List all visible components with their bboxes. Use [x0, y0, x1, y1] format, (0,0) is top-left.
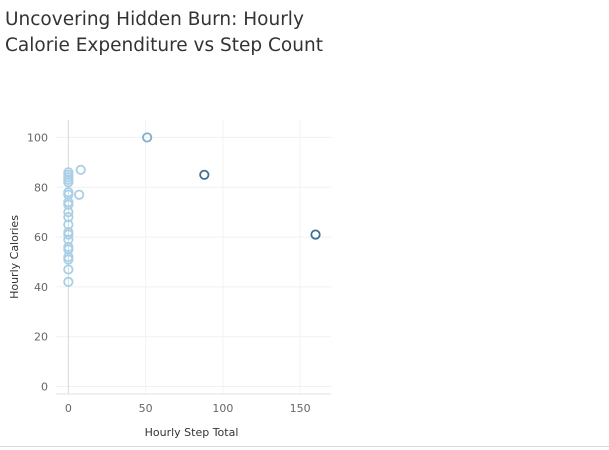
- y-tick-label: 60: [34, 231, 48, 244]
- scatter-point[interactable]: [63, 264, 74, 275]
- scatter-point[interactable]: [63, 241, 74, 253]
- scatter-point[interactable]: [74, 189, 85, 200]
- x-tick-label: 150: [290, 402, 311, 415]
- y-tick-label: 80: [34, 181, 48, 194]
- footer-divider: [0, 446, 609, 447]
- scatter-point[interactable]: [63, 234, 74, 245]
- scatter-point[interactable]: [63, 167, 74, 178]
- x-tick-label: 0: [65, 402, 72, 415]
- scatter-point[interactable]: [75, 164, 86, 175]
- y-axis-label: Hourly Calories: [8, 215, 21, 299]
- y-tick-label: 20: [34, 331, 48, 344]
- scatter-point[interactable]: [63, 187, 74, 198]
- chart-title: Uncovering Hidden Burn: Hourly Calorie E…: [5, 9, 323, 56]
- scatter-point[interactable]: [63, 276, 74, 288]
- axes: [56, 120, 331, 395]
- scatter-point[interactable]: [63, 212, 74, 223]
- y-tick-label: 40: [34, 281, 48, 294]
- scatter-point[interactable]: [63, 251, 74, 263]
- x-axis-label: Hourly Step Total: [145, 426, 239, 439]
- scatter-point[interactable]: [63, 197, 74, 208]
- tick-labels: 0 20 40 60 80 100 0 50 100 150: [27, 131, 311, 415]
- data-points[interactable]: [63, 132, 321, 288]
- scatter-point[interactable]: [142, 132, 153, 143]
- grid-lines: [56, 120, 331, 394]
- y-tick-label: 100: [27, 131, 48, 144]
- x-tick-label: 50: [139, 402, 153, 415]
- y-tick-label: 0: [41, 381, 48, 394]
- scatter-point[interactable]: [63, 219, 74, 230]
- scatter-point[interactable]: [199, 169, 210, 180]
- scatter-point[interactable]: [63, 226, 74, 238]
- scatter-point[interactable]: [310, 229, 321, 240]
- scatter-point[interactable]: [63, 207, 74, 218]
- x-tick-label: 100: [212, 402, 233, 415]
